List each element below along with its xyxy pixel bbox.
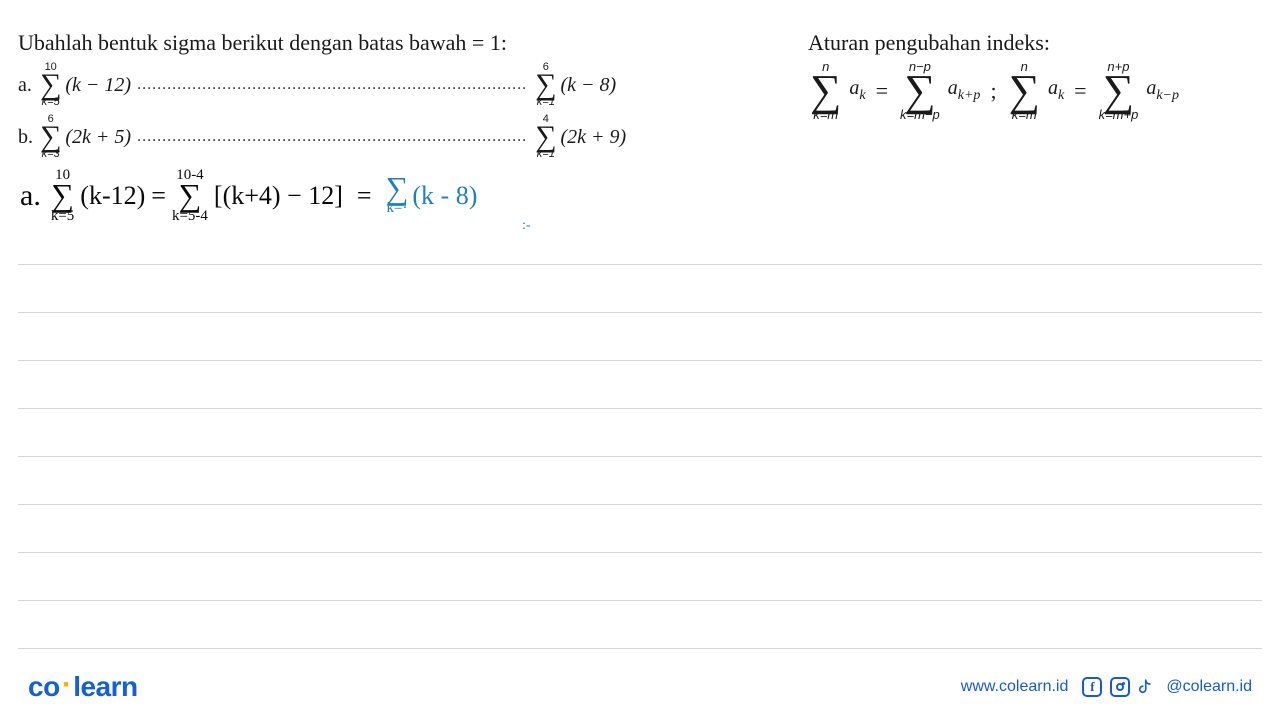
sigma-icon: n−p ∑ k=m−p xyxy=(900,60,940,121)
hw-sigma-3: ∑ k=· xyxy=(386,176,409,217)
hw-sigma-1: 10 ∑ k=5 xyxy=(51,168,74,224)
footer-url: www.colearn.id xyxy=(961,678,1069,696)
footer-right: www.colearn.id f @colearn.id xyxy=(961,677,1252,697)
problems-block: Ubahlah bentuk sigma berikut dengan bata… xyxy=(18,30,798,166)
handwritten-work: a. 10 ∑ k=5 (k-12) = 10-4 ∑ k=5-4 [(k+4)… xyxy=(20,168,700,224)
problem-a-right: 6 ∑ k=1 (k − 8) xyxy=(533,62,616,108)
fill-dots: ........................................… xyxy=(131,128,533,146)
ruled-paper xyxy=(18,264,1262,650)
problem-a-left: 10 ∑ k=5 (k − 12) xyxy=(38,62,131,108)
rule-title: Aturan pengubahan indeks: xyxy=(808,30,1258,56)
ruled-line xyxy=(18,648,1262,649)
facebook-icon: f xyxy=(1082,677,1102,697)
ruled-line xyxy=(18,504,1262,505)
sigma-icon: n ∑ k=m xyxy=(1009,60,1040,121)
handwritten-line-a: a. 10 ∑ k=5 (k-12) = 10-4 ∑ k=5-4 [(k+4)… xyxy=(20,168,700,224)
rule-equation: n ∑ k=m ak = n−p ∑ k=m−p ak+p ; n ∑ k=m … xyxy=(808,60,1258,121)
hw-sigma-2: 10-4 ∑ k=5-4 xyxy=(172,168,208,224)
problem-row-b: b. 6 ∑ k=3 (2k + 5) ....................… xyxy=(18,114,798,160)
ruled-line xyxy=(18,600,1262,601)
problem-b-right: 4 ∑ k=1 (2k + 9) xyxy=(533,114,626,160)
instagram-icon xyxy=(1110,677,1130,697)
prompt-text: Ubahlah bentuk sigma berikut dengan bata… xyxy=(18,30,798,56)
ruled-line xyxy=(18,408,1262,409)
problem-row-a: a. 10 ∑ k=5 (k − 12) ...................… xyxy=(18,62,798,108)
ruled-line xyxy=(18,264,1262,265)
ruled-line xyxy=(18,360,1262,361)
problem-a-label: a. xyxy=(18,74,38,97)
ruled-line xyxy=(18,552,1262,553)
footer: co·learn www.colearn.id f @colearn.id xyxy=(0,662,1280,720)
problem-b-label: b. xyxy=(18,126,38,149)
sigma-icon: n ∑ k=m xyxy=(810,60,841,121)
colearn-logo: co·learn xyxy=(28,670,138,704)
index-rule-block: Aturan pengubahan indeks: n ∑ k=m ak = n… xyxy=(808,30,1258,121)
cursor-mark: :- xyxy=(522,218,531,234)
tiktok-icon xyxy=(1138,677,1158,697)
social-handle: @colearn.id xyxy=(1166,678,1252,696)
sigma-icon: 6 ∑ k=1 xyxy=(535,62,556,108)
social-icons: f @colearn.id xyxy=(1082,677,1252,697)
ruled-line xyxy=(18,312,1262,313)
hw-blue-answer: ∑ k=· (k - 8) xyxy=(386,176,478,217)
sigma-icon: 6 ∑ k=3 xyxy=(40,114,61,160)
ruled-line xyxy=(18,456,1262,457)
hw-label: a. xyxy=(20,179,41,213)
sigma-icon: n+p ∑ k=m+p xyxy=(1099,60,1139,121)
problem-b-left: 6 ∑ k=3 (2k + 5) xyxy=(38,114,131,160)
sigma-icon: 4 ∑ k=1 xyxy=(535,114,556,160)
fill-dots: ........................................… xyxy=(131,76,533,94)
sigma-icon: 10 ∑ k=5 xyxy=(40,62,61,108)
